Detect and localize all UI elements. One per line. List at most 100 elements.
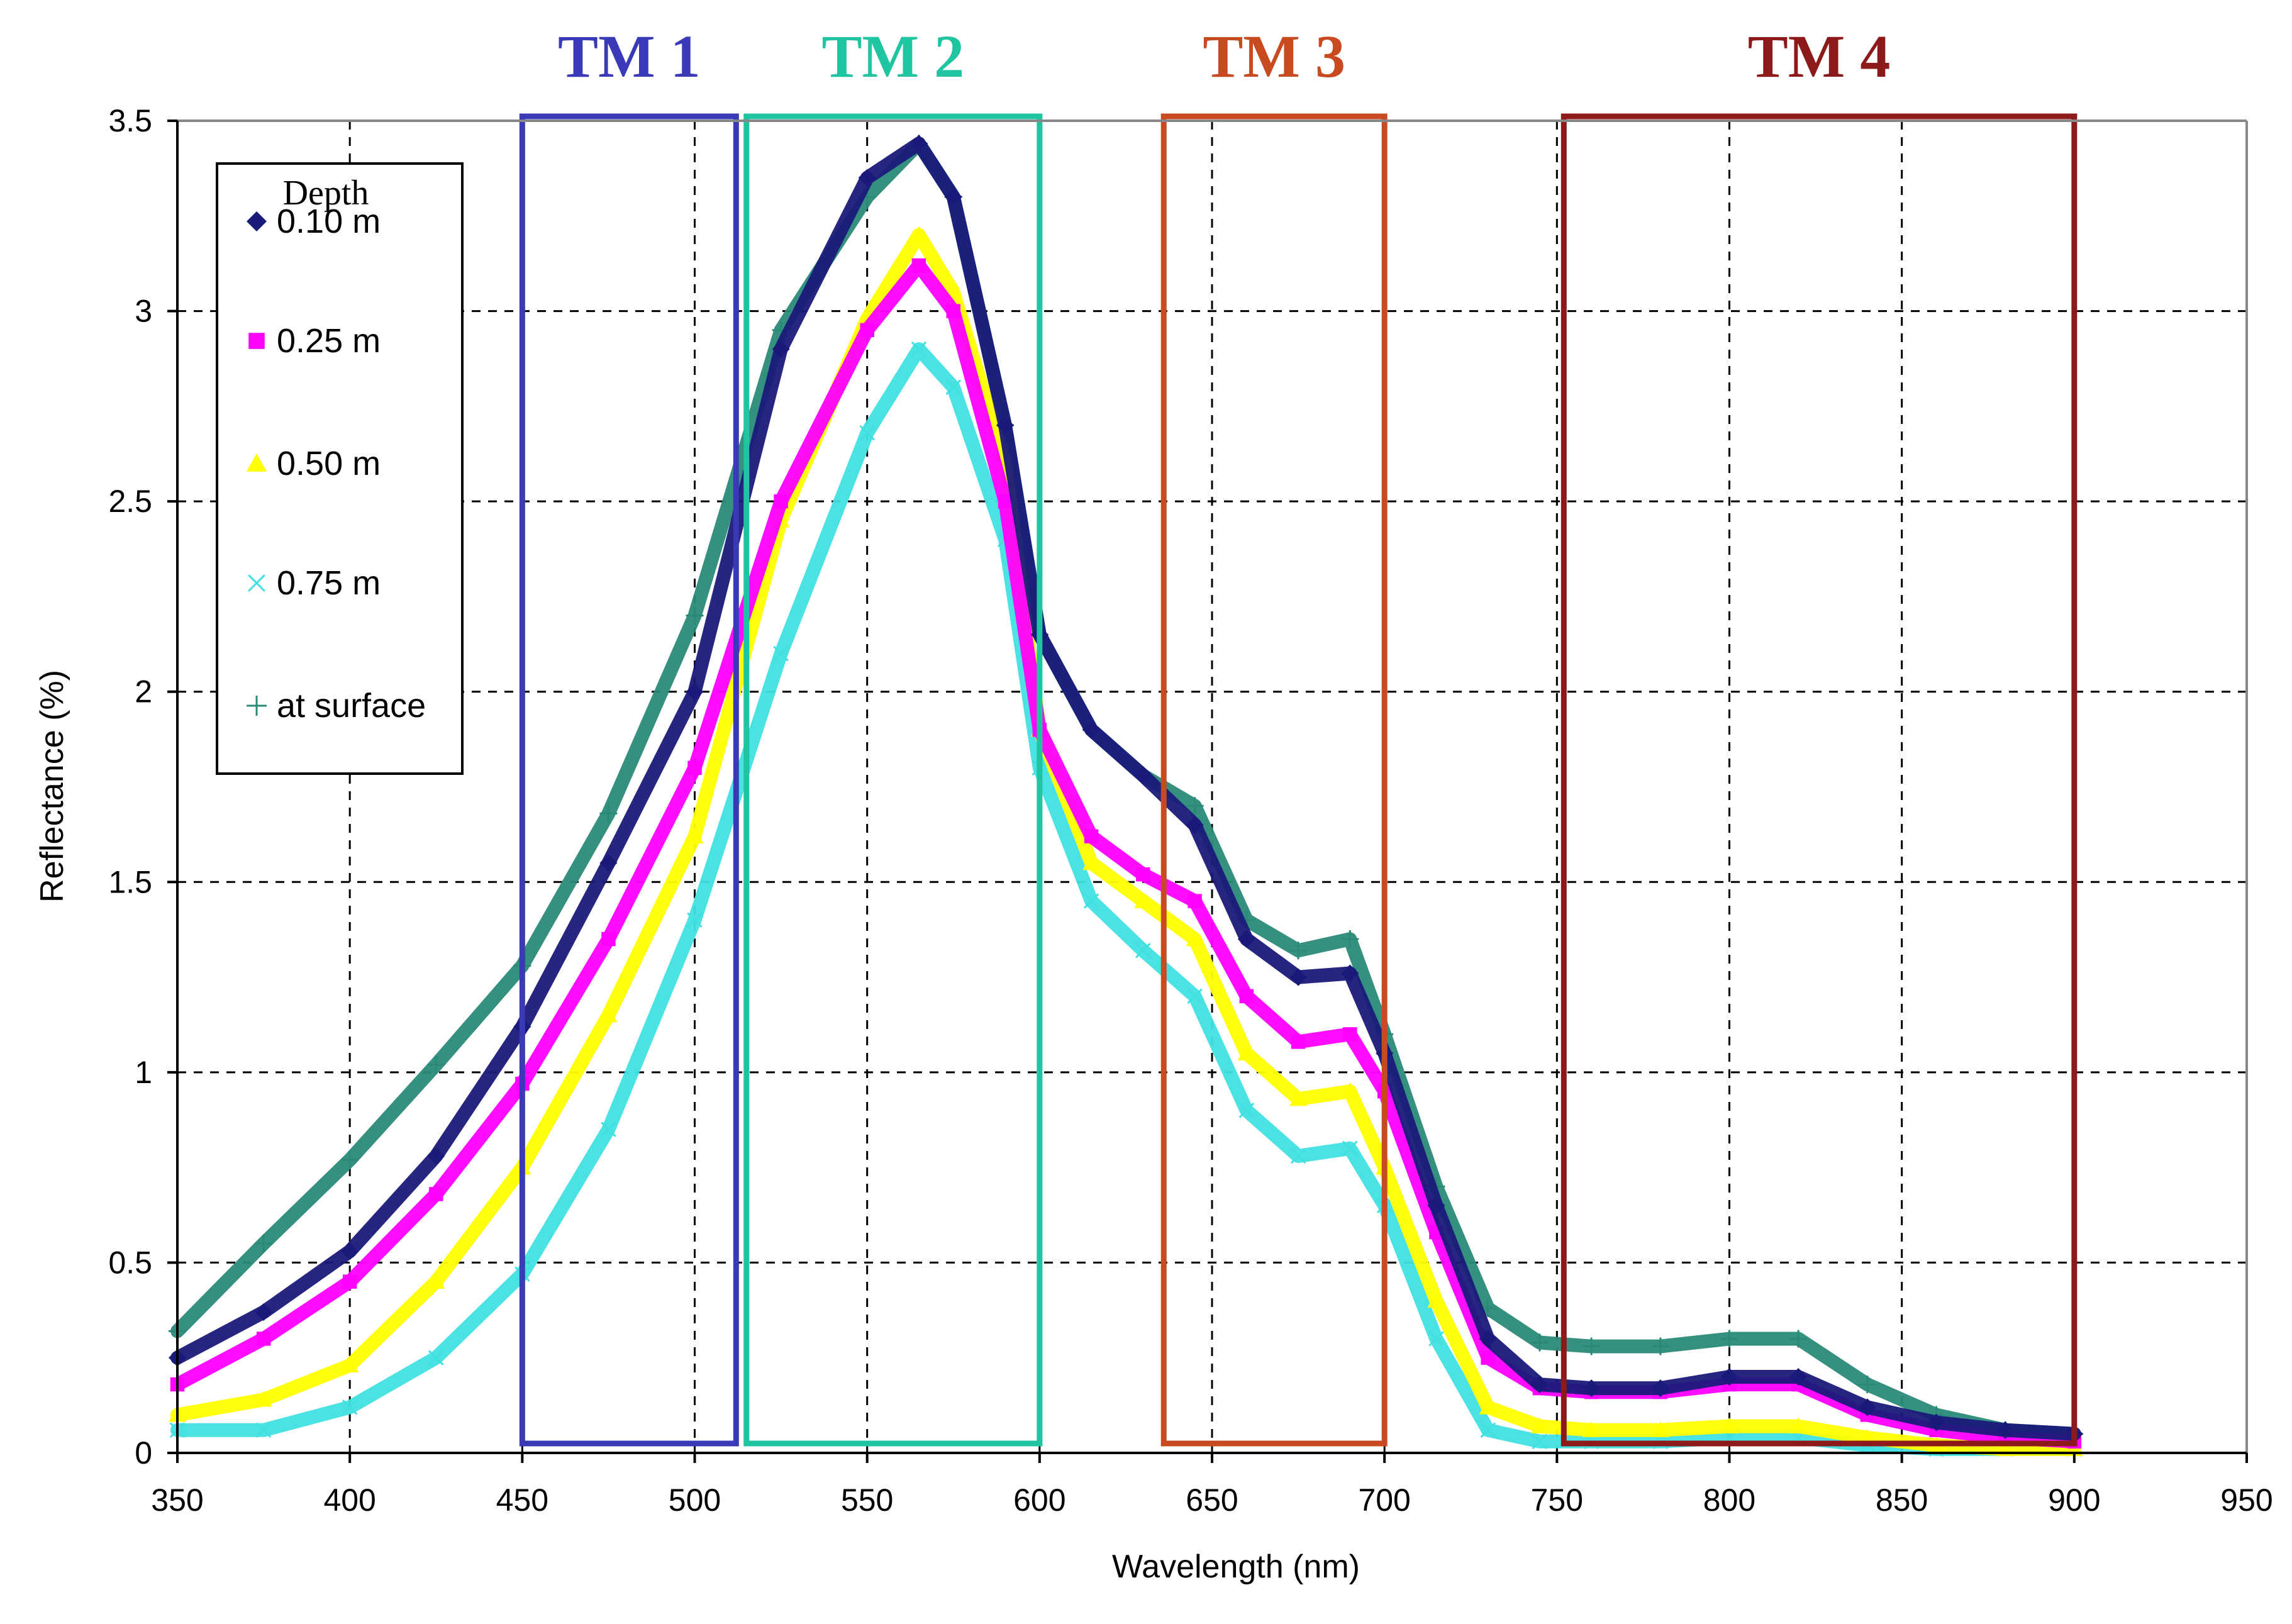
data-point	[687, 760, 702, 775]
data-point	[341, 1356, 359, 1373]
x-tick-label: 850	[1876, 1482, 1928, 1518]
band-box-tm-2	[743, 113, 1043, 1447]
legend-entry-0-25-m: 0.25 m	[248, 322, 381, 360]
data-point	[428, 1350, 444, 1365]
data-point	[1083, 893, 1099, 909]
data-point	[1237, 1044, 1255, 1060]
band-label-tm-1: TM 1	[558, 23, 701, 90]
data-point	[911, 341, 927, 357]
legend-entry-0-75-m: 0.75 m	[248, 564, 381, 602]
data-point	[1289, 942, 1308, 960]
legend-marker	[247, 696, 267, 716]
axes: 350 400 450 500 550 600 650 700 750 800 850 900 950 0…	[108, 103, 2273, 1518]
data-series	[169, 135, 2083, 1457]
data-point	[1651, 1421, 1669, 1437]
x-tick-label: 450	[496, 1482, 548, 1518]
legend-entries: 0.10 m 0.25 m 0.50 m 0.75 m at surface	[247, 203, 426, 725]
data-point	[1134, 766, 1152, 784]
data-point	[341, 1242, 359, 1260]
data-point	[1481, 1350, 1495, 1365]
data-point	[1480, 1422, 1496, 1438]
legend-label: 0.50 m	[277, 445, 381, 482]
legend: Depth 0.10 m 0.25 m 0.50 m 0.75 m at surface	[216, 162, 464, 775]
x-tick-label: 500	[669, 1482, 721, 1518]
data-point	[1239, 989, 1254, 1004]
data-point	[427, 1272, 445, 1289]
data-point	[599, 804, 618, 823]
data-point	[427, 1055, 445, 1074]
band-box-tm-1	[519, 113, 739, 1447]
tm-bands: TM 1 TM 2 TM 3 TM 4	[519, 23, 2078, 1447]
y-tick-label: 0	[135, 1435, 152, 1471]
x-axis-title: Wavelength (nm)	[1112, 1549, 1360, 1585]
series-0-10-m	[169, 135, 2083, 1443]
y-tick-label: 2.5	[108, 484, 152, 519]
data-point	[686, 682, 704, 701]
x-tick-label: 400	[323, 1482, 376, 1518]
x-tick-label: 700	[1358, 1482, 1410, 1518]
x-tick-label: 650	[1186, 1482, 1238, 1518]
data-point	[773, 645, 789, 662]
data-point	[1186, 930, 1204, 947]
data-point	[1651, 1379, 1669, 1398]
data-point	[1789, 1367, 1808, 1386]
band-label-tm-2: TM 2	[821, 23, 964, 90]
band-label-tm-3: TM 3	[1203, 23, 1345, 90]
legend-marker	[248, 574, 265, 592]
y-tick-label: 1	[135, 1055, 152, 1090]
x-tick-label: 950	[2220, 1482, 2273, 1518]
x-tick-label: 550	[841, 1482, 893, 1518]
legend-marker	[247, 453, 267, 472]
legend-entry-0-10-m: 0.10 m	[247, 203, 381, 240]
data-point	[1996, 1421, 2015, 1439]
data-point	[255, 1235, 273, 1253]
legend-label: 0.10 m	[277, 203, 381, 240]
legend-entry-0-50-m: 0.50 m	[247, 445, 381, 482]
data-point	[1290, 1148, 1306, 1164]
data-point	[1084, 829, 1099, 843]
x-tick-label: 600	[1013, 1482, 1065, 1518]
data-point	[1186, 797, 1204, 815]
data-point	[1341, 930, 1359, 948]
data-point	[1479, 1330, 1497, 1348]
data-point	[1136, 867, 1150, 882]
x-tick-label: 350	[151, 1482, 203, 1518]
data-point	[1583, 1337, 1601, 1355]
data-point	[1237, 930, 1255, 948]
legend-label: 0.25 m	[277, 322, 381, 360]
data-point	[342, 1399, 358, 1415]
data-point	[1720, 1367, 1738, 1386]
data-point	[1238, 1103, 1255, 1118]
data-point	[601, 1121, 616, 1137]
data-point	[1341, 1082, 1359, 1099]
data-point	[1927, 1413, 1945, 1432]
data-point	[1789, 1330, 1808, 1348]
data-point	[686, 827, 704, 843]
data-point	[1858, 1398, 1876, 1416]
data-point	[255, 1391, 273, 1407]
band-label-tm-4: TM 4	[1748, 23, 1891, 90]
data-point	[1188, 894, 1202, 908]
data-point	[1530, 1333, 1549, 1352]
data-point	[944, 188, 962, 206]
data-point	[1187, 988, 1203, 1004]
legend-marker	[247, 211, 267, 231]
data-point	[998, 494, 1013, 509]
data-point	[1532, 1433, 1548, 1450]
data-point	[774, 494, 788, 509]
data-point	[601, 932, 616, 947]
data-point	[1289, 1090, 1308, 1106]
data-point	[996, 416, 1014, 435]
data-point	[427, 1147, 445, 1165]
data-point	[255, 1303, 273, 1321]
data-point	[1427, 1196, 1445, 1215]
data-point	[599, 1006, 618, 1023]
data-point	[1583, 1421, 1601, 1437]
data-point	[1428, 1331, 1444, 1347]
data-point	[1343, 1027, 1357, 1042]
data-point	[860, 323, 874, 338]
data-point	[1651, 1337, 1669, 1355]
data-point	[1530, 1376, 1549, 1394]
y-tick-label: 3.5	[108, 103, 152, 138]
